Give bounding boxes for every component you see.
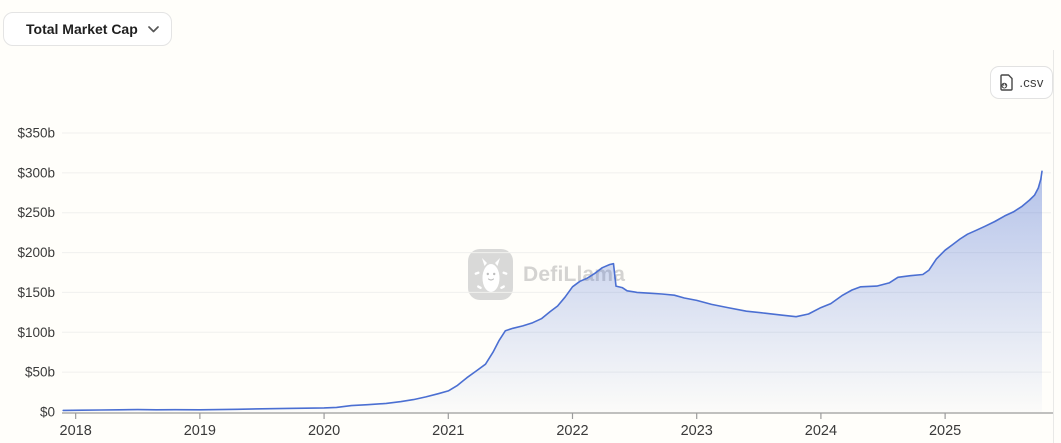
y-tick-label-$250b: $250b <box>17 205 55 220</box>
metric-dropdown-label: Total Market Cap <box>26 21 138 37</box>
x-tick-label-2019: 2019 <box>184 423 216 439</box>
x-tick-label-2025: 2025 <box>929 423 961 439</box>
y-tick-label-$50b: $50b <box>25 365 55 380</box>
y-tick-label-$300b: $300b <box>17 165 55 180</box>
market-cap-area-fill <box>63 171 1042 412</box>
y-tick-label-$350b: $350b <box>17 126 55 141</box>
x-tick-label-2018: 2018 <box>60 423 92 439</box>
y-tick-label-$150b: $150b <box>17 285 55 300</box>
market-cap-line <box>62 170 1043 412</box>
x-tick-label-2021: 2021 <box>432 423 464 439</box>
y-tick-label-$100b: $100b <box>17 325 55 340</box>
chevron-down-icon <box>147 25 159 33</box>
x-tick-label-2022: 2022 <box>556 423 588 439</box>
x-tick-label-2024: 2024 <box>805 423 837 439</box>
x-tick-label-2023: 2023 <box>681 423 713 439</box>
y-tick-label-$200b: $200b <box>17 245 55 260</box>
csv-button-label: .csv <box>1019 75 1044 90</box>
x-tick-label-2020: 2020 <box>308 423 340 439</box>
panel-right-divider <box>1053 50 1054 443</box>
y-tick-label-$0: $0 <box>40 405 55 420</box>
csv-download-icon <box>999 74 1014 91</box>
csv-export-button[interactable]: .csv <box>990 66 1053 99</box>
metric-dropdown[interactable]: Total Market Cap <box>3 12 172 46</box>
